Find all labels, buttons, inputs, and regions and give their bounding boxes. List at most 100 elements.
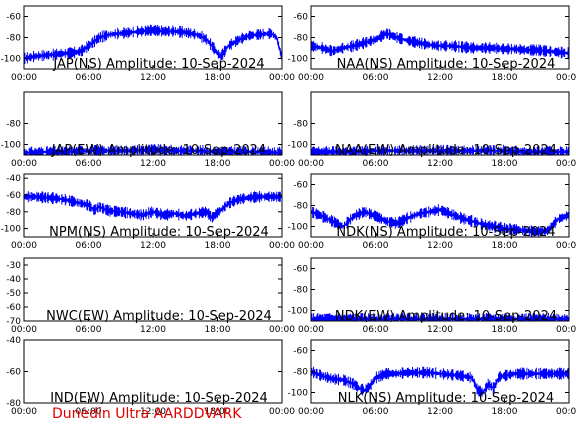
y-tick-label: -100 xyxy=(288,141,309,151)
chart-title: NDK(NS) Amplitude: 10-Sep-2024 xyxy=(336,225,555,240)
x-tick-label: 00:00 xyxy=(269,241,295,251)
x-tick-label: 00:00 xyxy=(298,159,324,169)
x-tick-label: 00:00 xyxy=(556,73,576,83)
chart-title: NPM(NS) Amplitude: 10-Sep-2024 xyxy=(49,225,269,240)
x-tick-label: 06:00 xyxy=(76,241,102,251)
x-tick-label: 00:00 xyxy=(269,73,295,83)
y-tick-label: -100 xyxy=(1,141,22,151)
y-tick-label: -40 xyxy=(6,174,21,184)
x-tick-label: 18:00 xyxy=(205,241,231,251)
x-tick-label: 12:00 xyxy=(427,325,453,335)
x-tick-label: 12:00 xyxy=(140,73,166,83)
chart-title: NLK(NS) Amplitude: 10-Sep-2024 xyxy=(338,391,554,406)
y-tick-label: -80 xyxy=(293,120,308,130)
y-tick-label: -60 xyxy=(293,181,308,191)
x-tick-label: 12:00 xyxy=(140,159,166,169)
x-tick-label: 00:00 xyxy=(298,73,324,83)
x-tick-label: 00:00 xyxy=(556,159,576,169)
y-tick-label: -100 xyxy=(288,55,309,65)
y-tick-label: -60 xyxy=(6,368,21,378)
y-tick-label: -50 xyxy=(6,289,21,299)
series-noise xyxy=(311,28,569,60)
chart-panel: -60 -80 -100 00:00 06:00 12:00 18:00 00:00 JAP(N… xyxy=(1,5,295,83)
y-tick-label: -30 xyxy=(6,261,21,271)
y-tick-label: -80 xyxy=(6,399,21,409)
y-tick-label: -60 xyxy=(6,303,21,313)
y-tick-label: -100 xyxy=(1,225,22,235)
series-noise xyxy=(311,144,569,155)
series-noise xyxy=(311,312,569,321)
chart-title: NAA(NS) Amplitude: 10-Sep-2024 xyxy=(337,57,556,72)
y-tick-label: -100 xyxy=(288,223,309,233)
x-tick-label: 12:00 xyxy=(140,325,166,335)
series-noise xyxy=(24,144,282,155)
y-tick-label: -80 xyxy=(293,368,308,378)
x-tick-label: 18:00 xyxy=(205,73,231,83)
series-noise xyxy=(311,204,569,237)
x-tick-label: 00:00 xyxy=(556,325,576,335)
footer-label: Dunedin Ultra AARDDVARK xyxy=(52,406,242,422)
x-tick-label: 00:00 xyxy=(269,325,295,335)
y-tick-label: -40 xyxy=(6,275,21,285)
x-tick-label: 06:00 xyxy=(363,407,389,417)
y-tick-label: -60 xyxy=(6,13,21,23)
x-tick-label: 18:00 xyxy=(492,325,518,335)
y-tick-label: -70 xyxy=(6,317,21,327)
x-tick-label: 06:00 xyxy=(76,325,102,335)
chart-panel: -60-80-10000:0006:0012:0018:0000:00NAA(N… xyxy=(288,5,576,83)
x-tick-label: 12:00 xyxy=(427,159,453,169)
x-tick-label: 12:00 xyxy=(140,407,166,417)
y-tick-label: -60 xyxy=(293,347,308,357)
x-tick-label: 12:00 xyxy=(427,407,453,417)
y-tick-label: -100 xyxy=(288,389,309,399)
x-tick-label: 00:00 xyxy=(11,241,37,251)
x-tick-label: 06:00 xyxy=(76,73,102,83)
series-noise xyxy=(24,190,282,223)
y-tick-label: -80 xyxy=(6,34,21,44)
x-tick-label: 00:00 xyxy=(298,241,324,251)
series-noise xyxy=(311,366,569,397)
chart-title: NWC(EW) Amplitude: 10-Sep-2024 xyxy=(46,309,272,324)
y-tick-label: -40 xyxy=(6,336,21,346)
x-tick-label: 18:00 xyxy=(492,241,518,251)
x-tick-label: 00:00 xyxy=(269,407,295,417)
chart-panel: -60-80-10000:0006:0012:0018:0000:00NLK(N… xyxy=(288,339,576,417)
x-tick-label: 00:00 xyxy=(269,159,295,169)
x-tick-label: 12:00 xyxy=(427,241,453,251)
chart-panel: -60-80-10000:0006:0012:0018:0000:00NDK(E… xyxy=(288,257,576,335)
y-tick-label: -100 xyxy=(288,307,309,317)
series-noise xyxy=(24,24,282,64)
x-tick-label: 00:00 xyxy=(298,325,324,335)
chart-panel: -80-10000:0006:0012:0018:0000:00NAA(EW) … xyxy=(288,91,576,169)
x-tick-label: 12:00 xyxy=(140,241,166,251)
chart-panel: -60-80-10000:0006:0012:0018:0000:00NDK(N… xyxy=(288,173,576,251)
x-tick-label: 06:00 xyxy=(76,407,102,417)
x-tick-label: 18:00 xyxy=(205,159,231,169)
y-tick-label: -80 xyxy=(293,286,308,296)
y-tick-label: -60 xyxy=(6,191,21,201)
x-tick-label: 06:00 xyxy=(76,159,102,169)
y-tick-label: -60 xyxy=(293,265,308,275)
chart-title: NAA(EW) Amplitude: 10-Sep-2024 xyxy=(335,143,557,158)
x-tick-label: 18:00 xyxy=(205,407,231,417)
y-tick-label: -80 xyxy=(6,208,21,218)
x-tick-label: 06:00 xyxy=(363,73,389,83)
x-tick-label: 18:00 xyxy=(492,73,518,83)
x-tick-label: 00:00 xyxy=(11,407,37,417)
chart-title: IND(EW) Amplitude: 10-Sep-2024 xyxy=(50,391,268,406)
y-tick-label: -60 xyxy=(293,13,308,23)
y-tick-label: -80 xyxy=(6,120,21,130)
x-tick-label: 18:00 xyxy=(205,325,231,335)
chart-title: JAP(NS) Amplitude: 10-Sep-2024 xyxy=(52,57,264,72)
chart-title: JAP(EW) Amplitude: 10-Sep-2024 xyxy=(51,143,266,158)
y-tick-label: -80 xyxy=(293,34,308,44)
x-tick-label: 00:00 xyxy=(11,159,37,169)
y-tick-label: -100 xyxy=(1,55,22,65)
x-tick-label: 06:00 xyxy=(363,241,389,251)
x-tick-label: 06:00 xyxy=(363,159,389,169)
